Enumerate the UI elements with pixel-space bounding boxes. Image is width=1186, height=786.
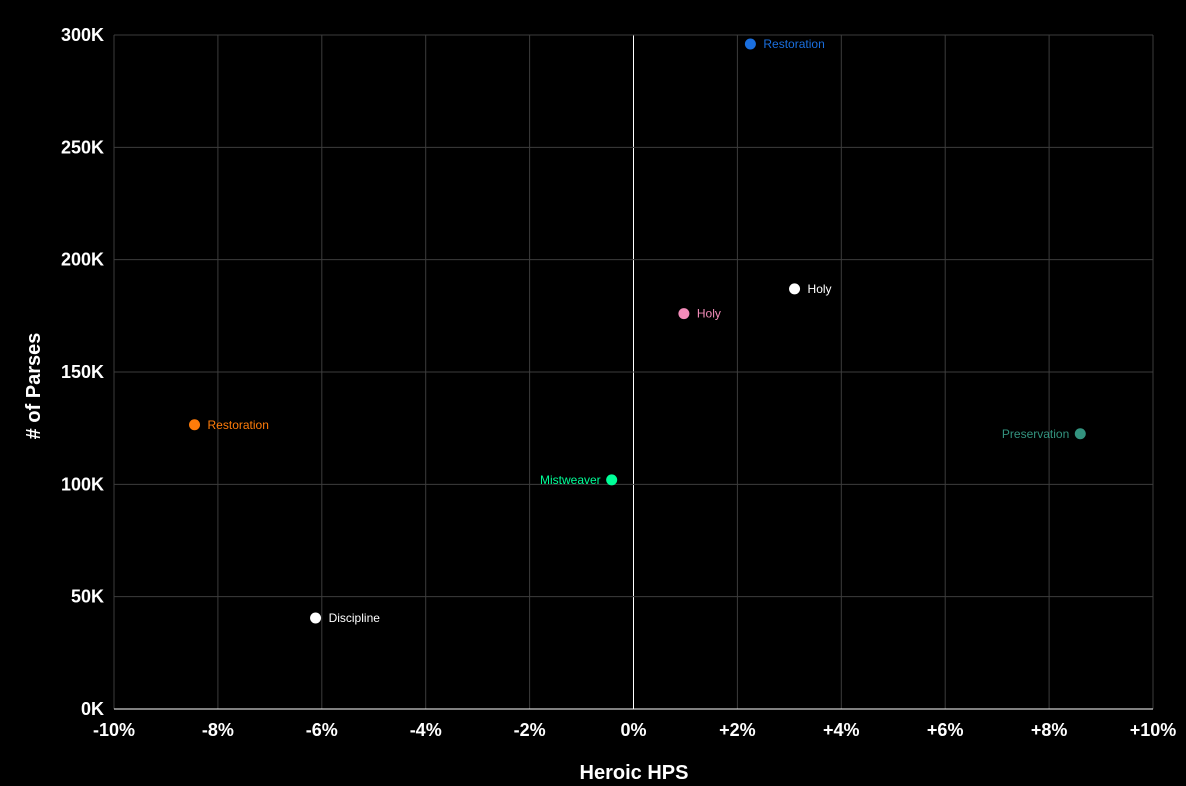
data-point[interactable] (1074, 428, 1086, 440)
data-point[interactable] (189, 419, 201, 431)
data-label: Holy (808, 282, 832, 296)
x-tick-label: +4% (823, 720, 860, 740)
x-axis-title: Heroic HPS (580, 762, 689, 784)
data-label: Holy (697, 307, 721, 321)
data-label: Preservation (1002, 427, 1069, 441)
x-tick-label: +2% (719, 720, 756, 740)
data-point-group: Restoration (189, 418, 269, 432)
data-point[interactable] (678, 308, 690, 320)
x-tick-labels: -10% -8% -6% -4% -2% 0% +2% +4% +6% +8% +10% (93, 720, 1176, 740)
x-tick-label: -10% (93, 720, 135, 740)
data-point-group: Holy (678, 307, 721, 321)
data-label: Discipline (329, 611, 381, 625)
y-tick-label: 200K (61, 250, 104, 270)
y-tick-labels: 0K 50K 100K 150K 200K 250K 300K (61, 25, 104, 719)
data-point-group: Preservation (1002, 427, 1086, 441)
data-point[interactable] (789, 283, 801, 295)
y-tick-label: 50K (71, 587, 104, 607)
x-tick-label: +6% (927, 720, 964, 740)
x-tick-label: -6% (306, 720, 338, 740)
grid (113, 34, 1154, 710)
data-label: Restoration (208, 418, 269, 432)
data-point[interactable] (606, 474, 618, 486)
data-point[interactable] (310, 612, 322, 624)
data-points: Restoration Holy Holy Restoration Preservati… (189, 37, 1086, 625)
x-tick-label: +8% (1031, 720, 1068, 740)
y-tick-label: 0K (81, 699, 104, 719)
data-point[interactable] (744, 38, 756, 50)
data-point-group: Restoration (744, 37, 825, 51)
y-tick-label: 300K (61, 25, 104, 45)
x-tick-label: -2% (514, 720, 546, 740)
x-tick-label: 0% (620, 720, 646, 740)
data-point-group: Holy (789, 282, 832, 296)
data-label: Restoration (763, 37, 824, 51)
x-tick-label: +10% (1130, 720, 1177, 740)
y-tick-label: 150K (61, 362, 104, 382)
data-point-group: Mistweaver (540, 473, 618, 487)
x-tick-label: -8% (202, 720, 234, 740)
data-label: Mistweaver (540, 473, 601, 487)
data-point-group: Discipline (310, 611, 380, 625)
y-tick-label: 250K (61, 137, 104, 157)
y-axis-title: # of Parses (23, 333, 45, 440)
x-tick-label: -4% (410, 720, 442, 740)
y-tick-label: 100K (61, 474, 104, 494)
